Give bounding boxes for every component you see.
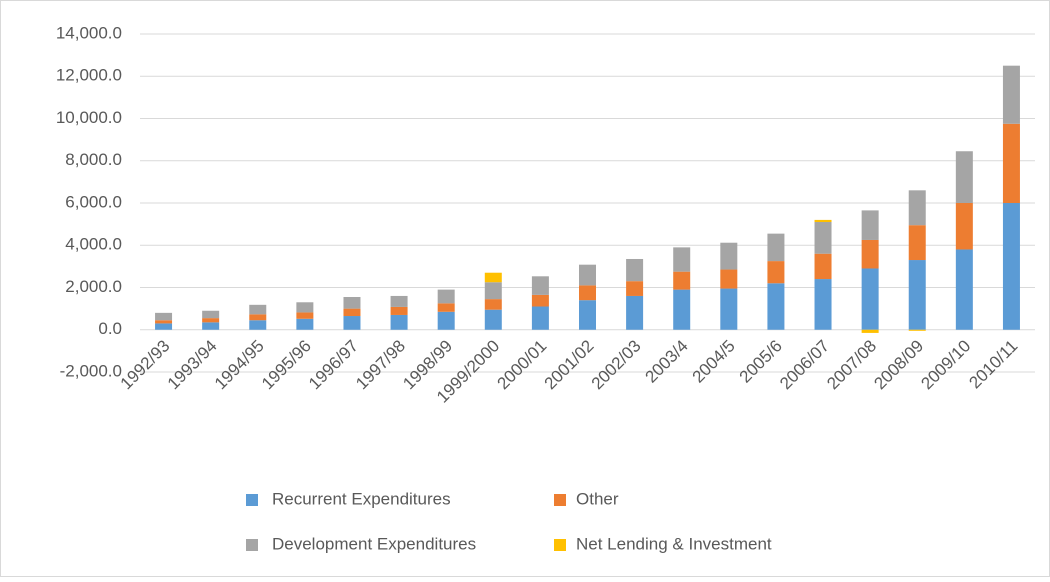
legend-swatch <box>554 494 566 506</box>
bar-segment <box>484 282 502 300</box>
bar-segment <box>202 318 220 323</box>
bar-segment <box>720 242 738 270</box>
bar-segment <box>531 306 549 330</box>
bar-segment <box>1002 123 1020 203</box>
y-tick-label: 14,000.0 <box>56 23 122 42</box>
bar-segment <box>814 219 832 223</box>
y-tick-label: 10,000.0 <box>56 108 122 127</box>
y-tick-label: -2,000.0 <box>60 361 122 380</box>
bar-segment <box>343 297 361 309</box>
bar-segment <box>1002 65 1020 124</box>
bar-segment <box>437 303 455 312</box>
bar-segment <box>155 312 173 321</box>
bar-segment <box>202 310 220 319</box>
bar-segment <box>249 314 267 321</box>
bar-segment <box>673 247 691 272</box>
bar-segment <box>155 320 173 324</box>
bar-segment <box>767 283 785 330</box>
bar-segment <box>531 276 549 295</box>
bar-segment <box>390 306 408 315</box>
legend-swatch <box>554 539 566 551</box>
bar-segment <box>861 268 879 330</box>
bar-segment <box>249 320 267 330</box>
bar-segment <box>484 309 502 330</box>
bar-segment <box>767 233 785 262</box>
legend-label: Recurrent Expenditures <box>272 489 451 508</box>
bar-segment <box>249 304 267 315</box>
bar-segment <box>814 279 832 330</box>
bar-segment <box>908 225 926 261</box>
legend-label: Net Lending & Investment <box>576 534 772 553</box>
bar-segment <box>814 222 832 254</box>
bar-segment <box>673 271 691 290</box>
bar-segment <box>531 294 549 307</box>
bar-segment <box>720 288 738 330</box>
bar-segment <box>437 311 455 330</box>
bar-segment <box>626 295 644 330</box>
bar-segment <box>343 316 361 330</box>
bar-segment <box>437 289 455 304</box>
bar-segment <box>296 312 314 319</box>
bar-segment <box>626 281 644 296</box>
bar-segment <box>484 299 502 310</box>
bar-segment <box>955 249 973 330</box>
bar-segment <box>484 272 502 283</box>
y-tick-label: 0.0 <box>98 319 122 338</box>
legend-swatch <box>246 494 258 506</box>
bar-segment <box>296 318 314 330</box>
y-tick-label: 2,000.0 <box>65 277 122 296</box>
bar-segment <box>343 308 361 317</box>
bar-segment <box>390 314 408 330</box>
bar-segment <box>767 261 785 284</box>
bar-segment <box>579 285 596 301</box>
bar-segment <box>1002 203 1020 330</box>
bar-segment <box>155 323 173 330</box>
bar-segment <box>720 269 738 289</box>
y-tick-label: 8,000.0 <box>65 150 122 169</box>
y-tick-label: 12,000.0 <box>56 66 122 85</box>
bar-segment <box>202 322 220 330</box>
bar-segment <box>908 329 926 331</box>
bar-segment <box>390 295 408 307</box>
bar-segment <box>955 151 973 203</box>
y-tick-label: 6,000.0 <box>65 192 122 211</box>
bar-segment <box>861 210 879 240</box>
bar-segment <box>861 329 879 333</box>
legend-label: Development Expenditures <box>272 534 476 553</box>
bar-segment <box>955 203 973 250</box>
bar-segment <box>296 302 314 313</box>
bar-segment <box>861 239 879 269</box>
bar-segment <box>579 264 596 286</box>
bar-segment <box>579 300 596 330</box>
bar-segment <box>814 253 832 280</box>
legend-swatch <box>246 539 258 551</box>
bar-segment <box>626 258 644 282</box>
legend-label: Other <box>576 489 619 508</box>
bar-segment <box>908 260 926 330</box>
y-tick-label: 4,000.0 <box>65 235 122 254</box>
bar-segment <box>908 190 926 226</box>
bar-segment <box>673 289 691 330</box>
